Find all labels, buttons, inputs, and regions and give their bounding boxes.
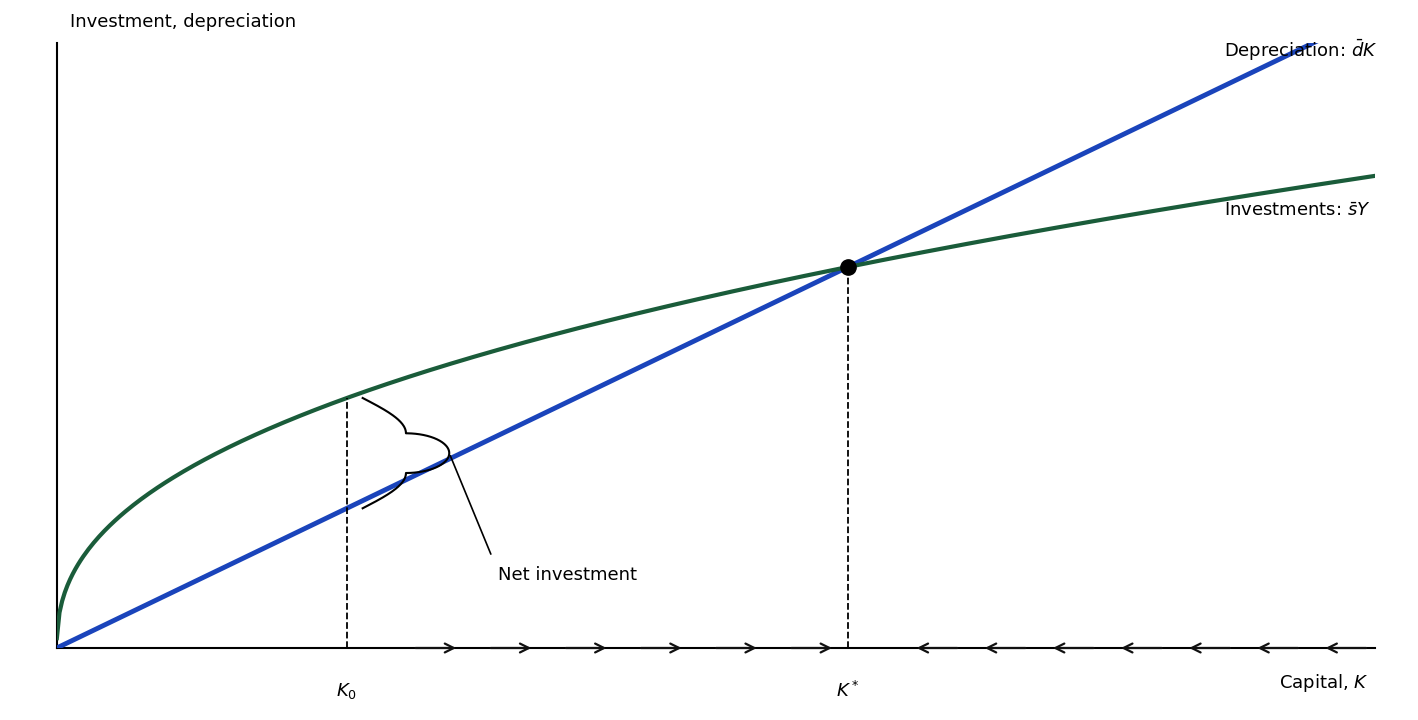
- Text: Capital, $K$: Capital, $K$: [1279, 672, 1368, 694]
- Text: Investments: $\bar{s}Y$: Investments: $\bar{s}Y$: [1224, 202, 1370, 220]
- Text: Net investment: Net investment: [499, 566, 638, 584]
- Text: $K_0$: $K_0$: [336, 681, 357, 701]
- Text: $K^*$: $K^*$: [837, 681, 859, 701]
- Text: Investment, depreciation: Investment, depreciation: [69, 13, 296, 31]
- Text: Depreciation: $\bar{d}K$: Depreciation: $\bar{d}K$: [1224, 37, 1377, 63]
